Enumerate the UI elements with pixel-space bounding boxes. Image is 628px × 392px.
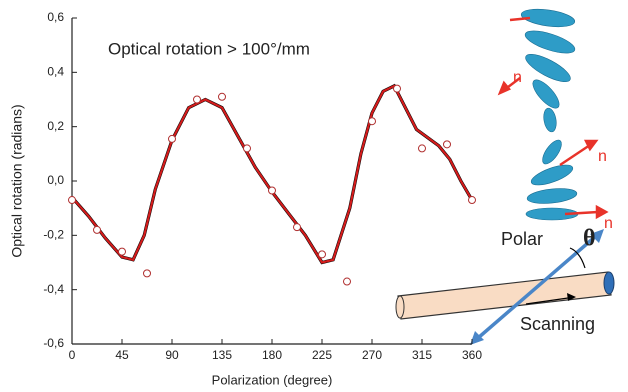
data-point — [68, 196, 76, 205]
sample-rod — [395, 271, 615, 320]
data-point — [368, 117, 376, 126]
x-tick-label: 315 — [412, 348, 432, 362]
data-point — [118, 247, 126, 256]
data-point — [143, 269, 151, 278]
x-tick-label: 225 — [312, 348, 332, 362]
fit-line-shadow — [70, 83, 474, 265]
data-point — [318, 250, 326, 259]
data-point — [468, 196, 476, 205]
director-arrows — [497, 16, 609, 220]
diagram-label: Scanning — [520, 314, 595, 334]
scan-arrow-head — [567, 293, 576, 301]
x-tick-label: 45 — [115, 348, 129, 362]
diagram-label: n — [513, 69, 522, 86]
scan-arrow — [525, 297, 569, 305]
data-point — [443, 140, 451, 149]
y-tick-label: -0,6 — [43, 336, 64, 350]
diagram: n n n Polar θ Scanning — [395, 8, 615, 345]
y-tick-label: -0,2 — [43, 228, 64, 242]
data-point — [243, 144, 251, 153]
diagram-label: Polar — [501, 229, 543, 249]
x-tick-label: 135 — [212, 348, 232, 362]
data-point — [193, 95, 201, 104]
diagram-label: n — [598, 148, 607, 165]
x-tick-label: 270 — [362, 348, 382, 362]
data-point — [218, 92, 226, 101]
y-axis-title: Optical rotation (radians) — [9, 104, 25, 257]
data-point — [168, 134, 176, 143]
fit-line — [71, 84, 473, 264]
y-tick-label: -0,4 — [43, 282, 64, 296]
data-point — [293, 223, 301, 232]
x-tick-label: 360 — [462, 348, 482, 362]
x-tick-label: 0 — [69, 348, 76, 362]
data-point — [393, 84, 401, 93]
data-point — [343, 277, 351, 286]
x-axis-title: Polarization (degree) — [212, 372, 333, 387]
angle-arc — [569, 247, 586, 269]
y-tick-label: 0,4 — [47, 65, 64, 79]
x-tick-label: 180 — [262, 348, 282, 362]
annotation: Optical rotation > 100°/mm — [108, 39, 310, 58]
diagram-label: n — [604, 215, 613, 232]
x-tick-label: 90 — [165, 348, 179, 362]
data-point — [268, 186, 276, 195]
molecules — [520, 8, 579, 221]
data-point — [418, 144, 426, 153]
y-tick-label: 0,6 — [47, 10, 64, 24]
diagram-label: θ — [583, 226, 596, 252]
y-tick-label: 0,2 — [47, 119, 64, 133]
data-point — [93, 225, 101, 234]
y-tick-label: 0,0 — [47, 173, 64, 187]
